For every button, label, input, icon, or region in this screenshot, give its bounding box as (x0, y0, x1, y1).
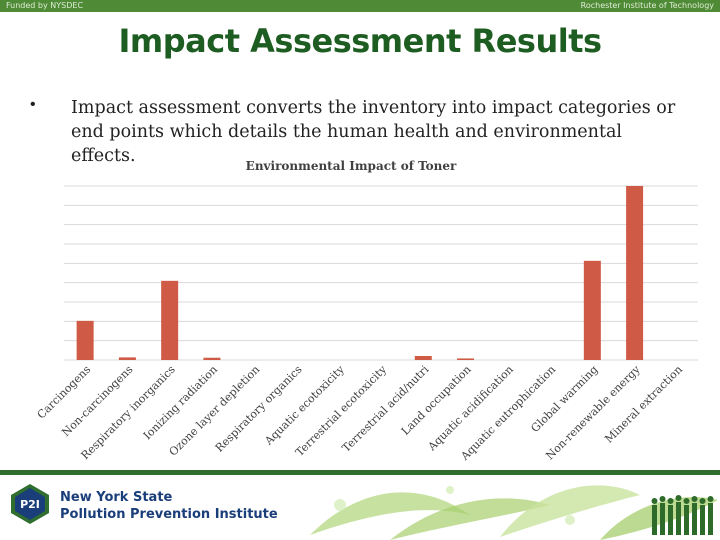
funding-label: Funded by NYSDEC (6, 1, 84, 10)
bar-carcinogens (76, 320, 94, 360)
bar-ionizing-radiation (203, 357, 221, 360)
impact-bar-chart: Environmental Impact of TonerCarcinogens… (36, 159, 698, 463)
org-name-line2: Pollution Prevention Institute (60, 507, 278, 522)
logo-text: P2I (20, 498, 40, 511)
x-tick-label: Non-carcinogens (59, 363, 135, 439)
bar-global-warming (583, 260, 601, 360)
top-banner: Funded by NYSDEC Rochester Institute of … (0, 0, 720, 12)
bullet-text: Impact assessment converts the inventory… (71, 98, 676, 166)
leaf-decoration (310, 485, 718, 540)
x-tick-label: Aquatic ecotoxicity (262, 362, 348, 448)
bullet-marker: • (30, 96, 36, 113)
bar-terrestrial-acid-nutri (414, 355, 432, 360)
chart-title: Environmental Impact of Toner (246, 159, 457, 173)
bar-respiratory-inorganics (161, 280, 179, 360)
bar-land-occupation (457, 358, 475, 360)
bar-non-renewable-energy (626, 186, 644, 360)
p2i-logo: P2I (11, 484, 49, 524)
org-name-line1: New York State (60, 490, 173, 505)
footer-divider (0, 470, 720, 475)
slide-title: Impact Assessment Results (118, 22, 602, 60)
x-tick-label: Ionizing radiation (141, 363, 220, 442)
institution-label: Rochester Institute of Technology (580, 1, 714, 10)
x-tick-label: Mineral extraction (602, 363, 685, 446)
bar-non-carcinogens (118, 357, 136, 360)
